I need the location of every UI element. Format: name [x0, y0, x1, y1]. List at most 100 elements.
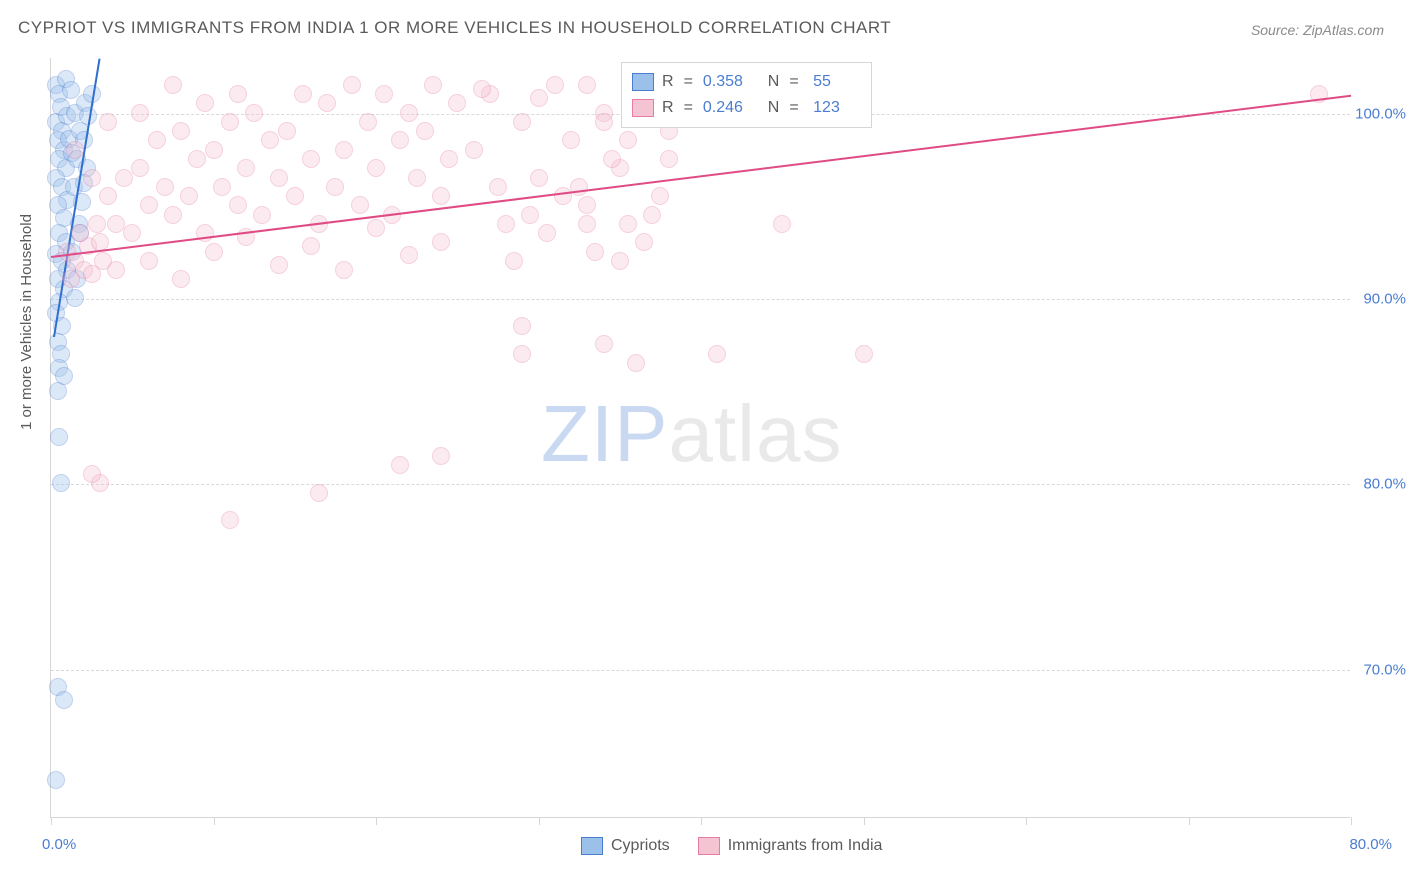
data-point — [180, 187, 198, 205]
data-point — [335, 141, 353, 159]
data-point — [49, 382, 67, 400]
legend-item: Cypriots — [581, 837, 670, 855]
y-tick-label: 100.0% — [1355, 105, 1406, 122]
data-point — [318, 94, 336, 112]
data-point — [62, 81, 80, 99]
data-point — [131, 159, 149, 177]
data-point — [172, 122, 190, 140]
data-point — [651, 187, 669, 205]
plot-area: ZIPatlas 100.0%90.0%80.0%70.0%R=0.358 N=… — [50, 58, 1350, 818]
data-point — [375, 85, 393, 103]
data-point — [521, 206, 539, 224]
data-point — [367, 219, 385, 237]
data-point — [578, 76, 596, 94]
gridline — [51, 299, 1350, 300]
data-point — [578, 196, 596, 214]
data-point — [140, 252, 158, 270]
correlation-chart: CYPRIOT VS IMMIGRANTS FROM INDIA 1 OR MO… — [0, 0, 1406, 892]
data-point — [627, 354, 645, 372]
data-point — [140, 196, 158, 214]
data-point — [643, 206, 661, 224]
legend-row: R=0.358 N= 55 — [632, 69, 857, 95]
data-point — [310, 484, 328, 502]
data-point — [432, 447, 450, 465]
data-point — [205, 141, 223, 159]
data-point — [261, 131, 279, 149]
source-attribution: Source: ZipAtlas.com — [1251, 22, 1384, 38]
legend-series-label: Immigrants from India — [728, 837, 883, 855]
x-axis-start-label: 0.0% — [42, 836, 76, 853]
data-point — [335, 261, 353, 279]
data-point — [497, 215, 515, 233]
data-point — [302, 237, 320, 255]
correlation-legend: R=0.358 N= 55R=0.246 N= 123 — [621, 62, 872, 128]
data-point — [245, 104, 263, 122]
legend-r-label: R — [662, 95, 674, 121]
data-point — [391, 456, 409, 474]
data-point — [237, 159, 255, 177]
data-point — [278, 122, 296, 140]
data-point — [172, 270, 190, 288]
data-point — [47, 771, 65, 789]
x-tick — [214, 817, 215, 825]
legend-item: Immigrants from India — [698, 837, 883, 855]
data-point — [603, 150, 621, 168]
data-point — [489, 178, 507, 196]
data-point — [107, 215, 125, 233]
x-tick — [51, 817, 52, 825]
data-point — [302, 150, 320, 168]
data-point — [400, 104, 418, 122]
data-point — [286, 187, 304, 205]
data-point — [513, 113, 531, 131]
data-point — [196, 94, 214, 112]
data-point — [708, 345, 726, 363]
data-point — [400, 246, 418, 264]
data-point — [62, 270, 80, 288]
legend-r-value: 0.358 — [703, 69, 751, 95]
equals-icon: = — [682, 95, 695, 121]
data-point — [595, 335, 613, 353]
data-point — [660, 150, 678, 168]
data-point — [343, 76, 361, 94]
data-point — [131, 104, 149, 122]
data-point — [270, 256, 288, 274]
data-point — [432, 187, 450, 205]
data-point — [440, 150, 458, 168]
data-point — [562, 131, 580, 149]
data-point — [115, 169, 133, 187]
x-tick — [539, 817, 540, 825]
data-point — [554, 187, 572, 205]
data-point — [50, 428, 68, 446]
data-point — [99, 113, 117, 131]
gridline — [51, 484, 1350, 485]
data-point — [351, 196, 369, 214]
data-point — [164, 76, 182, 94]
data-point — [530, 89, 548, 107]
data-point — [229, 85, 247, 103]
data-point — [424, 76, 442, 94]
data-point — [530, 169, 548, 187]
data-point — [416, 122, 434, 140]
data-point — [83, 465, 101, 483]
data-point — [253, 206, 271, 224]
y-tick-label: 80.0% — [1363, 476, 1406, 493]
equals-icon: = — [682, 69, 695, 95]
data-point — [595, 113, 613, 131]
watermark: ZIPatlas — [541, 388, 842, 480]
data-point — [513, 345, 531, 363]
data-point — [465, 141, 483, 159]
data-point — [107, 261, 125, 279]
data-point — [83, 169, 101, 187]
data-point — [619, 131, 637, 149]
legend-row: R=0.246 N= 123 — [632, 95, 857, 121]
legend-swatch — [632, 73, 654, 91]
legend-r-label: R — [662, 69, 674, 95]
series-legend: Cypriots Immigrants from India — [581, 837, 882, 855]
data-point — [611, 252, 629, 270]
data-point — [513, 317, 531, 335]
x-tick — [376, 817, 377, 825]
legend-swatch — [632, 99, 654, 117]
data-point — [473, 80, 491, 98]
data-point — [229, 196, 247, 214]
legend-n-value: 123 — [809, 95, 857, 121]
